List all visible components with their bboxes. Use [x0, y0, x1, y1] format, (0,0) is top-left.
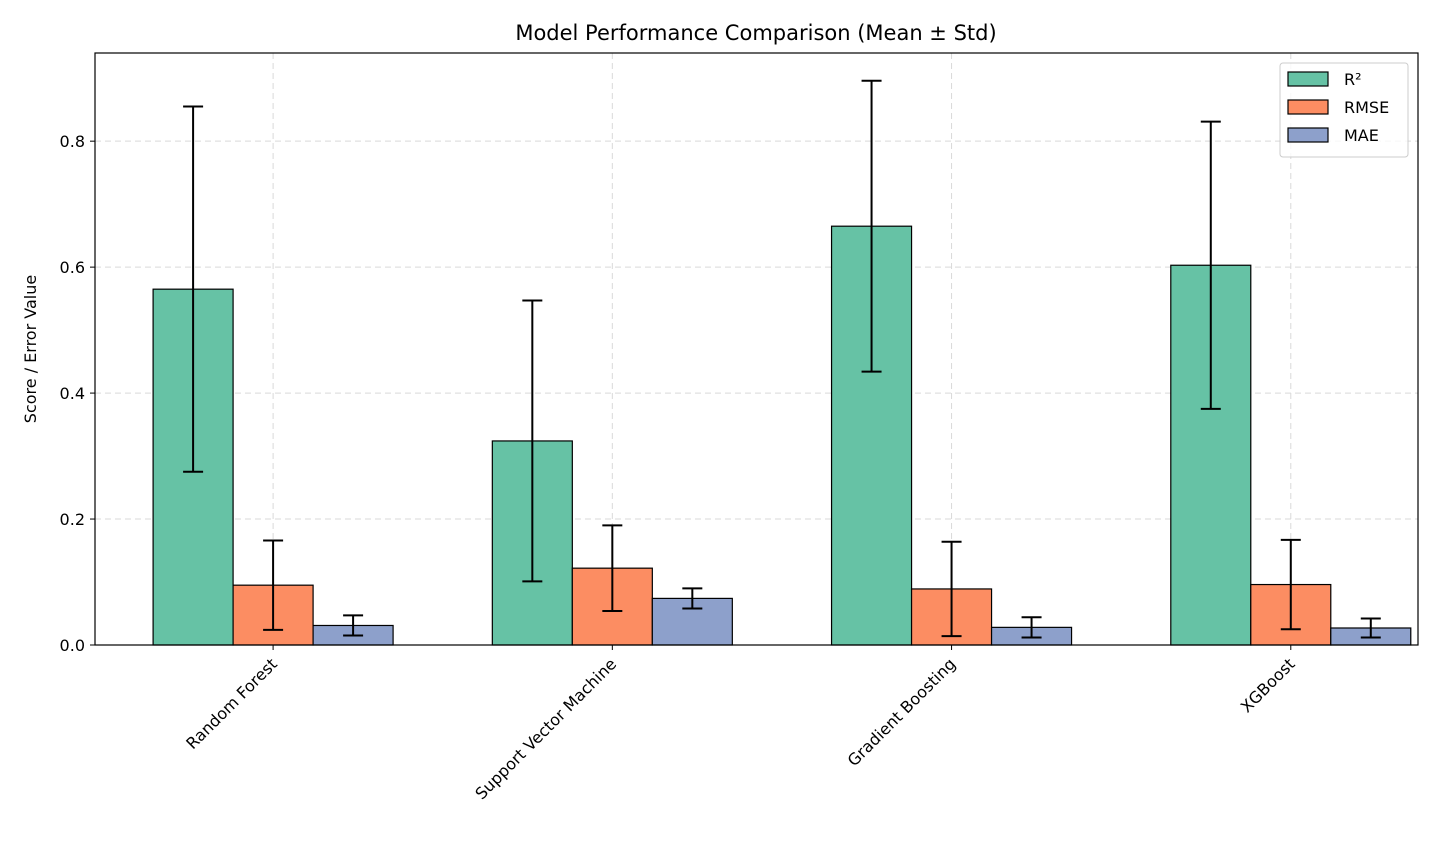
y-tick-label: 0.6 — [60, 258, 85, 277]
error-bar-r2-support-vector-machine — [522, 299, 543, 583]
legend-label-rmse: RMSE — [1344, 98, 1389, 117]
error-bar-mae-xgboost — [1360, 617, 1381, 639]
legend-swatch-rmse — [1287, 99, 1329, 115]
x-tick-label-gradient-boosting: Gradient Boosting — [844, 654, 960, 770]
x-tick-label-random-forest: Random Forest — [182, 654, 281, 753]
error-bar-mae-gradient-boosting — [1021, 616, 1042, 639]
y-ticks-layer: 0.0 0.2 0.4 0.6 0.8 — [60, 132, 95, 655]
x-ticks-layer: Random Forest Support Vector Machine Gradi… — [182, 645, 1299, 803]
error-bar-r2-xgboost — [1200, 120, 1221, 410]
error-bars-layer — [183, 79, 1381, 639]
y-tick-label: 0.8 — [60, 132, 85, 151]
y-axis-label: Score / Error Value — [21, 275, 40, 423]
legend-label-r2: R² — [1344, 70, 1362, 89]
error-bar-mae-random-forest — [343, 614, 364, 637]
error-bar-rmse-random-forest — [263, 539, 284, 631]
legend-label-mae: MAE — [1344, 126, 1379, 145]
x-tick-label-xgboost: XGBoost — [1237, 654, 1299, 716]
x-tick-label-support-vector-machine: Support Vector Machine — [471, 654, 620, 803]
error-bar-r2-gradient-boosting — [861, 79, 882, 373]
bars-layer — [152, 225, 1412, 646]
plot-frame — [94, 52, 1419, 646]
error-bar-rmse-gradient-boosting — [941, 540, 962, 638]
legend: R² RMSE MAE — [1279, 62, 1409, 158]
error-bar-mae-support-vector-machine — [682, 587, 703, 610]
y-tick-label: 0.0 — [60, 636, 85, 655]
y-tick-label: 0.4 — [60, 384, 85, 403]
legend-swatch-r2 — [1287, 71, 1329, 87]
chart-title: Model Performance Comparison (Mean ± Std… — [515, 21, 996, 45]
legend-swatch-mae — [1287, 127, 1329, 143]
y-tick-label: 0.2 — [60, 510, 85, 529]
error-bar-r2-random-forest — [183, 105, 204, 473]
error-bar-rmse-xgboost — [1280, 538, 1301, 631]
error-bar-rmse-support-vector-machine — [602, 524, 623, 612]
